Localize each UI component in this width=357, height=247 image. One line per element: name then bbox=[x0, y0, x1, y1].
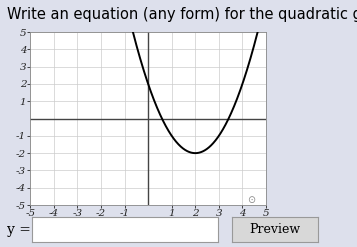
Text: y =: y = bbox=[7, 223, 31, 237]
Text: Write an equation (any form) for the quadratic graphed below: Write an equation (any form) for the qua… bbox=[7, 7, 357, 22]
Text: ⊙: ⊙ bbox=[248, 195, 256, 205]
Text: Preview: Preview bbox=[249, 223, 301, 236]
